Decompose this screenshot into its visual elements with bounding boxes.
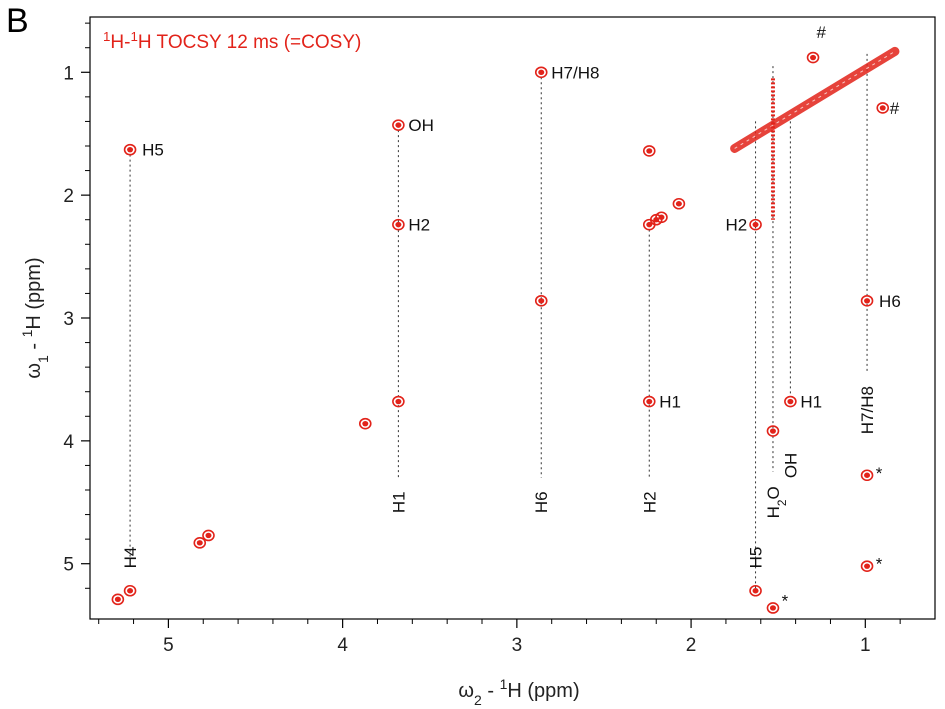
- peak-annotations: H5 OH H2 H7/H8 H1 H2 H1 H6 # # * * * H4 H1 H6 H2 H5 H2O OH H…: [121, 23, 901, 611]
- peak: [860, 560, 874, 572]
- peak-core: [395, 221, 402, 228]
- peak-core: [395, 122, 402, 128]
- peak-label: H1: [800, 393, 822, 412]
- peak: [766, 602, 780, 614]
- peak-label: H6: [879, 292, 901, 311]
- peak: [111, 593, 125, 606]
- x-axis-label: ω2 - 1H (ppm): [458, 676, 579, 708]
- peak-core: [658, 214, 665, 220]
- peak: [392, 119, 405, 131]
- peak: [784, 395, 797, 408]
- peak: [642, 145, 656, 157]
- peak: [123, 584, 137, 597]
- peak: [123, 143, 137, 156]
- cross-peaks: [111, 46, 900, 614]
- peak-label: H5: [747, 547, 766, 569]
- peak-core: [787, 398, 794, 405]
- y-tick-label: 5: [63, 555, 74, 576]
- peak-label: H6: [532, 491, 551, 513]
- dotted-correlation-lines: [129, 53, 868, 589]
- peak-core: [362, 420, 369, 427]
- peak-label: H7/H8: [858, 386, 877, 434]
- peak: [749, 584, 762, 597]
- peak-label: OH: [408, 116, 434, 135]
- peak: [534, 66, 548, 79]
- y-tick-label: 2: [63, 186, 74, 207]
- peak-core: [127, 588, 134, 594]
- peak-core: [196, 540, 203, 546]
- diagonal-band-contour: [734, 50, 896, 149]
- peak-core: [114, 596, 121, 603]
- panel-label: B: [6, 2, 29, 40]
- peak: [534, 294, 548, 307]
- peak-label: OH: [781, 453, 800, 479]
- peak-core: [864, 563, 871, 569]
- x-tick-label: 2: [686, 635, 697, 656]
- peak-label: *: [782, 592, 789, 611]
- peak-label: *: [876, 555, 883, 574]
- x-tick-label: 4: [337, 635, 348, 656]
- peak: [358, 417, 372, 430]
- peak-label: H2O: [764, 486, 789, 518]
- y-tick-label: 1: [63, 63, 74, 84]
- peak: [202, 529, 215, 542]
- x-tick-label: 5: [163, 635, 174, 656]
- peak-core: [675, 201, 682, 207]
- peak-label: *: [876, 464, 883, 483]
- peak-label: H1: [659, 393, 681, 412]
- peak: [392, 395, 405, 408]
- peak-core: [205, 532, 212, 539]
- peak-core: [646, 221, 653, 228]
- peak-label: #: [817, 23, 827, 42]
- y-tick-label: 3: [63, 309, 74, 330]
- peak-core: [752, 588, 759, 594]
- y-axis-label: ω1 - 1H (ppm): [19, 257, 51, 378]
- peak: [642, 395, 656, 408]
- peak: [876, 102, 890, 114]
- axes: 5 4 3 2 1 1 2 3 4 5: [63, 22, 901, 656]
- peak-label: #: [890, 99, 900, 118]
- peak-core: [127, 146, 134, 153]
- peak-core: [810, 54, 817, 61]
- peak-core: [752, 221, 759, 228]
- peak-core: [879, 105, 886, 111]
- peak: [860, 469, 874, 482]
- peak: [193, 537, 207, 549]
- peak: [806, 51, 820, 64]
- peak-label: H5: [142, 141, 164, 160]
- peak-core: [538, 69, 545, 75]
- peak-core: [646, 398, 653, 405]
- peak-core: [538, 298, 545, 304]
- peak: [655, 211, 668, 224]
- chart-title: 1H-1H TOCSY 12 ms (=COSY): [103, 29, 361, 54]
- peak: [860, 294, 874, 307]
- peak-core: [769, 605, 776, 611]
- y-tick-label: 4: [63, 432, 74, 453]
- peak-label: H4: [121, 547, 140, 569]
- x-tick-label: 3: [512, 635, 523, 656]
- peak-label: H2: [408, 216, 430, 235]
- peak-core: [864, 472, 871, 478]
- peak-core: [395, 398, 402, 405]
- peak: [749, 218, 762, 231]
- peak-core: [864, 298, 871, 304]
- x-tick-label: 1: [860, 635, 871, 656]
- peak-core: [646, 148, 653, 154]
- peak: [672, 197, 686, 210]
- peak-label: H2: [640, 491, 659, 513]
- peak-label: H2: [726, 216, 748, 235]
- peak: [766, 425, 780, 437]
- peak-core: [769, 428, 776, 434]
- peak: [392, 218, 405, 231]
- peak-label: H1: [389, 491, 408, 513]
- peak-label: H7/H8: [551, 63, 599, 82]
